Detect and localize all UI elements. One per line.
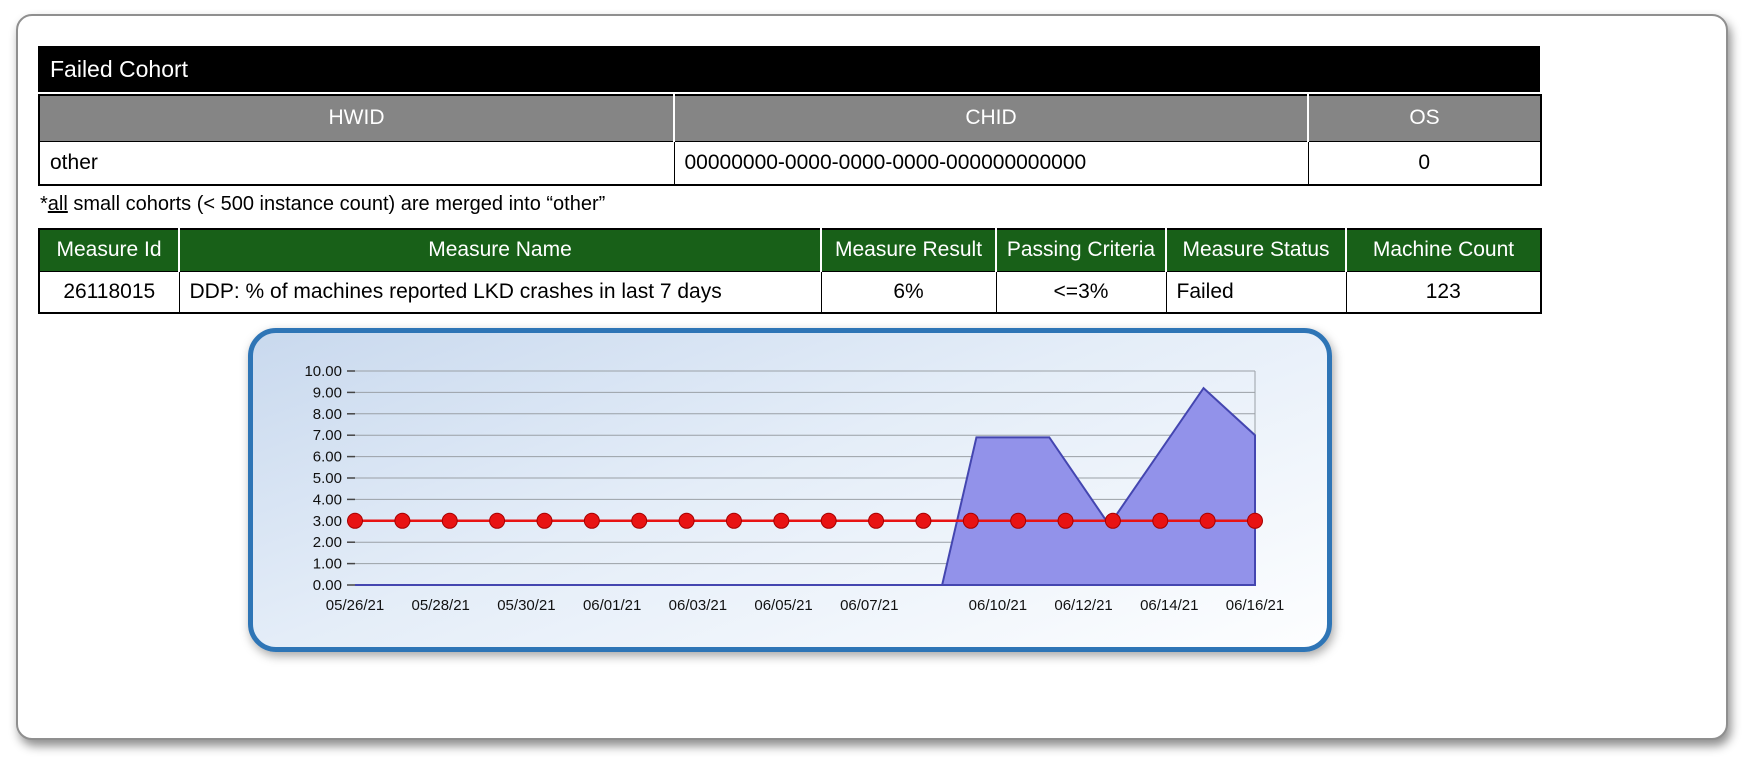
svg-text:06/07/21: 06/07/21	[840, 597, 898, 614]
svg-text:6.00: 6.00	[313, 449, 342, 466]
svg-text:06/14/21: 06/14/21	[1140, 597, 1198, 614]
cell-measure-id: 26118015	[38, 270, 180, 314]
col-header-measure-result: Measure Result	[820, 229, 996, 272]
cell-measure-status: Failed	[1165, 270, 1347, 314]
svg-text:06/03/21: 06/03/21	[669, 597, 727, 614]
col-header-machine-count: Machine Count	[1345, 229, 1541, 272]
col-header-passing-criteria: Passing Criteria	[995, 229, 1166, 272]
cell-chid: 00000000-0000-0000-0000-000000000000	[673, 140, 1309, 186]
svg-text:8.00: 8.00	[313, 406, 342, 423]
svg-text:7.00: 7.00	[313, 427, 342, 444]
col-header-measure-id: Measure Id	[39, 229, 179, 272]
trend-chart-svg: 0.00 1.00 2.00 3.00 4.00 5.00 6.00 7.00 8.00 9.00…	[304, 363, 1284, 614]
svg-text:05/30/21: 05/30/21	[497, 597, 555, 614]
svg-text:1.00: 1.00	[313, 556, 342, 573]
table-row: 26118015 DDP: % of machines reported LKD…	[38, 270, 1542, 314]
svg-text:3.00: 3.00	[313, 513, 342, 530]
cell-machine-count: 123	[1345, 270, 1542, 314]
col-header-measure-status: Measure Status	[1165, 229, 1346, 272]
svg-text:0.00: 0.00	[313, 577, 342, 594]
svg-text:06/10/21: 06/10/21	[969, 597, 1027, 614]
footnote-prefix: *	[40, 193, 48, 215]
col-header-hwid: HWID	[39, 95, 674, 142]
svg-text:06/12/21: 06/12/21	[1054, 597, 1112, 614]
svg-text:2.00: 2.00	[313, 534, 342, 551]
svg-text:05/28/21: 05/28/21	[412, 597, 470, 614]
measures-table: Measure Id Measure Name Measure Result P…	[38, 228, 1542, 314]
svg-text:9.00: 9.00	[313, 384, 342, 401]
measures-header-row: Measure Id Measure Name Measure Result P…	[39, 229, 1541, 272]
col-header-chid: CHID	[673, 95, 1308, 142]
cohort-header-row: HWID CHID OS	[39, 95, 1541, 142]
report-card: Failed Cohort HWID CHID OS other 0000000…	[16, 14, 1728, 740]
svg-text:06/01/21: 06/01/21	[583, 597, 641, 614]
svg-text:4.00: 4.00	[313, 491, 342, 508]
svg-text:10.00: 10.00	[304, 363, 342, 380]
table-row: other 00000000-0000-0000-0000-0000000000…	[38, 140, 1542, 186]
footnote-text: small cohorts (< 500 instance count) are…	[67, 193, 606, 215]
cell-measure-name: DDP: % of machines reported LKD crashes …	[178, 270, 822, 314]
trend-chart-panel: 0.00 1.00 2.00 3.00 4.00 5.00 6.00 7.00 8.00 9.00…	[248, 328, 1332, 652]
footnote-underlined-word: all	[47, 193, 68, 215]
cell-os: 0	[1307, 140, 1542, 186]
col-header-os: OS	[1307, 95, 1541, 142]
svg-text:5.00: 5.00	[313, 470, 342, 487]
failed-cohort-table: HWID CHID OS other 00000000-0000-0000-00…	[38, 94, 1542, 186]
svg-text:05/26/21: 05/26/21	[326, 597, 384, 614]
failed-cohort-title: Failed Cohort	[38, 46, 1540, 92]
svg-text:06/16/21: 06/16/21	[1226, 597, 1284, 614]
cohort-footnote: *all small cohorts (< 500 instance count…	[40, 193, 1706, 216]
svg-text:06/05/21: 06/05/21	[754, 597, 812, 614]
cell-measure-result: 6%	[820, 270, 997, 314]
cell-passing-criteria: <=3%	[995, 270, 1167, 314]
col-header-measure-name: Measure Name	[178, 229, 821, 272]
cell-hwid: other	[38, 140, 675, 186]
